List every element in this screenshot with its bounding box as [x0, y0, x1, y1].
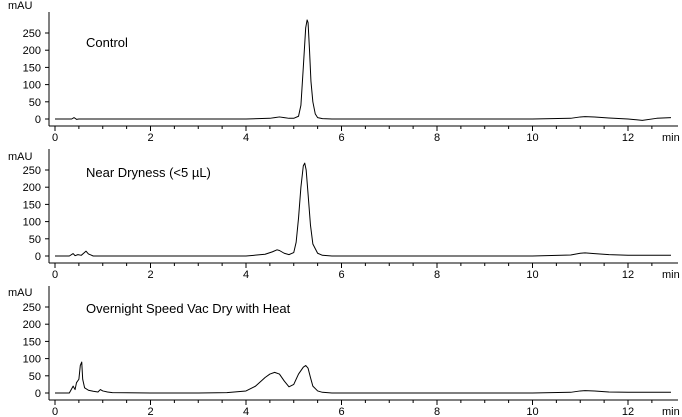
y-tick-label: 200: [23, 45, 41, 57]
x-tick-label: 12: [622, 269, 634, 281]
x-tick-label: 10: [526, 269, 538, 281]
x-unit-label: min: [662, 406, 680, 417]
x-tick-label: 6: [338, 269, 344, 281]
y-tick-label: 100: [23, 80, 41, 92]
x-unit-label: min: [662, 269, 680, 281]
series-line: [55, 19, 672, 121]
y-tick-label: 50: [29, 97, 41, 109]
panel-title: Control: [86, 35, 128, 50]
y-tick-label: 0: [35, 114, 41, 126]
x-tick-label: 10: [526, 406, 538, 417]
y-tick-label: 100: [23, 217, 41, 229]
y-tick-label: 250: [23, 302, 41, 314]
chart-panel-3: mAU 0 50 100 150 200 250 0 2 4 6 8 10 12 min Overnight …: [8, 286, 680, 417]
x-tick-label: 12: [622, 406, 634, 417]
x-tick-label: 12: [622, 132, 634, 144]
chart-panel-1: mAU 0 50 100 150 200 250 0 2 4 6 8 10 12 min Control: [8, 0, 680, 144]
series-line: [55, 361, 671, 394]
x-tick-label: 2: [147, 406, 153, 417]
y-tick-label: 100: [23, 354, 41, 366]
x-tick-label: 6: [338, 132, 344, 144]
x-unit-label: min: [662, 132, 680, 144]
y-tick-label: 250: [23, 28, 41, 40]
y-tick-label: 0: [35, 388, 41, 400]
y-tick-label: 50: [29, 234, 41, 246]
panel-title: Near Dryness (<5 µL): [86, 165, 211, 180]
y-unit-label: mAU: [8, 151, 33, 163]
y-tick-label: 200: [23, 319, 41, 331]
y-tick-label: 150: [23, 199, 41, 211]
y-unit-label: mAU: [8, 0, 33, 12]
x-tick-label: 0: [52, 132, 58, 144]
series-line: [55, 162, 671, 257]
panel-title: Overnight Speed Vac Dry with Heat: [86, 301, 291, 316]
y-unit-label: mAU: [8, 287, 33, 299]
x-tick-label: 8: [434, 406, 440, 417]
y-tick-label: 50: [29, 371, 41, 383]
x-tick-label: 4: [243, 269, 249, 281]
x-tick-label: 8: [434, 269, 440, 281]
x-tick-label: 10: [526, 132, 538, 144]
x-tick-label: 2: [147, 269, 153, 281]
y-tick-label: 250: [23, 165, 41, 177]
x-tick-label: 6: [338, 406, 344, 417]
y-tick-label: 150: [23, 336, 41, 348]
x-tick-label: 4: [243, 406, 249, 417]
chart-panel-2: mAU 0 50 100 150 200 250 0 2 4 6 8 10 12 min Near Dryne…: [8, 149, 680, 281]
x-tick-label: 2: [147, 132, 153, 144]
x-tick-label: 4: [243, 132, 249, 144]
y-tick-label: 200: [23, 182, 41, 194]
x-tick-label: 0: [52, 406, 58, 417]
x-tick-label: 8: [434, 132, 440, 144]
y-tick-label: 150: [23, 62, 41, 74]
y-tick-label: 0: [35, 251, 41, 263]
x-tick-label: 0: [52, 269, 58, 281]
